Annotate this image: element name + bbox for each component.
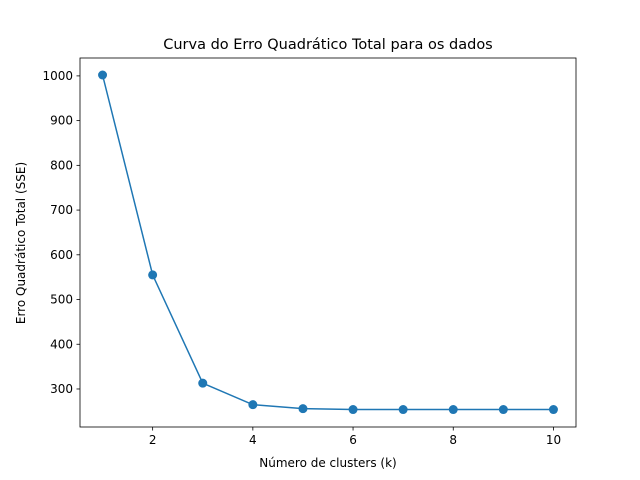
y-tick-label: 700: [50, 203, 73, 217]
data-point: [148, 270, 158, 280]
axes-frame: [79, 57, 577, 428]
x-tick-label: 2: [149, 433, 157, 447]
plot-area: 2 4 6 8 10 300 400 500 600 700 800 900 1000: [42, 57, 577, 447]
x-tick-label: 8: [449, 433, 457, 447]
y-tick-label: 800: [50, 158, 73, 172]
data-point: [398, 405, 408, 415]
data-point: [248, 400, 258, 410]
x-axis-label: Número de clusters (k): [259, 456, 396, 470]
data-point: [348, 405, 358, 415]
y-tick-label: 600: [50, 248, 73, 262]
x-tick-label: 6: [349, 433, 357, 447]
data-point: [498, 405, 508, 415]
series-line: [101, 74, 554, 411]
data-point: [198, 378, 208, 388]
y-tick-label: 1000: [42, 69, 73, 83]
x-tick-label: 4: [249, 433, 257, 447]
y-tick-label: 400: [50, 337, 73, 351]
y-tick-label: 300: [50, 382, 73, 396]
data-point: [548, 405, 558, 415]
data-point: [298, 404, 308, 414]
y-tick-label: 900: [50, 114, 73, 128]
data-point: [448, 405, 458, 415]
data-point: [98, 70, 108, 80]
x-tick-label: 10: [546, 433, 561, 447]
chart-title: Curva do Erro Quadrático Total para os d…: [163, 37, 493, 53]
y-tick-label: 500: [50, 293, 73, 307]
y-axis-label: Erro Quadrático Total (SSE): [14, 162, 28, 324]
